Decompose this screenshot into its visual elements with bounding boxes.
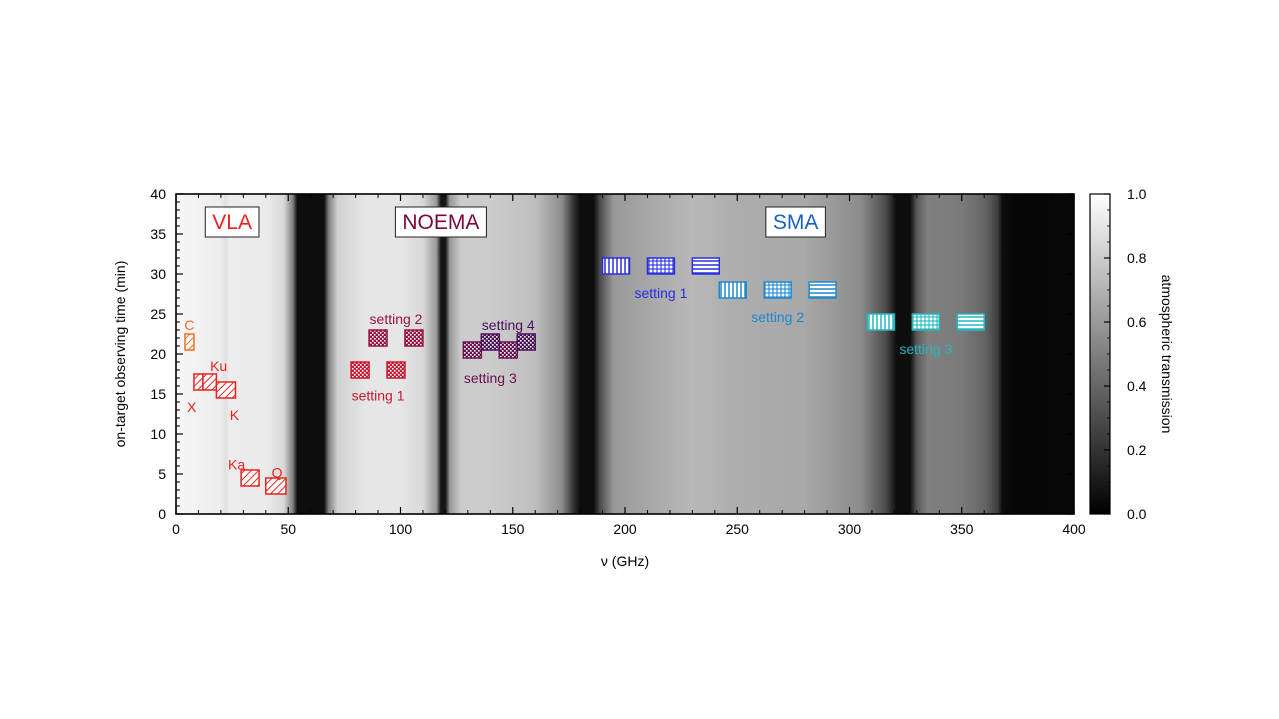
band-annotation: setting 1	[352, 388, 405, 404]
band-annotation: K	[230, 407, 240, 423]
band-marker-noema	[462, 341, 483, 359]
band-marker-sma	[808, 281, 837, 299]
band-marker-vla	[184, 333, 195, 351]
band-annotation: Ka	[228, 456, 245, 472]
facility-label-box	[394, 206, 487, 238]
band-marker-sma	[691, 257, 721, 275]
band-annotation: Q	[272, 464, 283, 480]
axes-frame: 0 50 100 150 200 250 300 350 400 0 5 10 15 20 25 30 35 40	[150, 186, 1085, 537]
y-tick-label: 5	[158, 466, 166, 482]
band-marker-sma	[956, 313, 985, 331]
band-marker-vla	[202, 373, 218, 391]
band-marker-noema	[386, 361, 406, 379]
transmission-band-image	[176, 194, 1074, 514]
band-marker-noema	[368, 329, 388, 347]
facility-label-noema: NOEMA	[394, 206, 487, 238]
x-axis-title: ν (GHz)	[601, 553, 649, 569]
band-marker-noema	[480, 333, 501, 351]
colorbar-tick-label: 0.6	[1127, 314, 1147, 330]
x-tick-label: 200	[613, 521, 637, 537]
x-tick-label: 0	[172, 521, 180, 537]
band-annotation: Ku	[210, 358, 227, 374]
colorbar-tick-label: 0.0	[1127, 506, 1147, 522]
band-annotation: X	[187, 399, 197, 415]
x-tick-label: 300	[838, 521, 862, 537]
facility-label-text: VLA	[212, 211, 252, 234]
band-marker-sma	[601, 257, 631, 275]
x-tick-label: 400	[1062, 521, 1086, 537]
facility-label-sma: SMA	[765, 206, 826, 238]
band-marker-noema	[516, 333, 536, 351]
band-annotation: setting 4	[482, 317, 535, 333]
band-marker-noema	[498, 341, 518, 359]
facility-label-box	[204, 206, 260, 238]
band-marker-vla	[265, 477, 287, 495]
y-tick-label: 20	[150, 346, 166, 362]
y-tick-label: 40	[150, 186, 166, 202]
band-annotation: setting 3	[899, 341, 952, 357]
band-marker-vla	[240, 469, 260, 487]
x-tick-label: 150	[501, 521, 525, 537]
band-marker-vla	[193, 373, 204, 391]
band-marker-sma	[911, 313, 941, 331]
colorbar-tick-label: 1.0	[1127, 186, 1147, 202]
y-tick-label: 30	[150, 266, 166, 282]
colorbar-title: atmospheric transmission	[1159, 275, 1175, 434]
transmission-heatmap	[176, 194, 1074, 514]
y-tick-label: 35	[150, 226, 166, 242]
x-tick-label: 250	[726, 521, 750, 537]
band-marker-noema	[350, 361, 370, 379]
facility-label-text: NOEMA	[402, 211, 479, 234]
facility-label-box	[765, 206, 826, 238]
facility-label-text: SMA	[773, 211, 819, 234]
band-marker-sma	[646, 257, 676, 275]
band-marker-noema	[404, 329, 424, 347]
band-marker-sma	[718, 281, 747, 299]
band-annotation: setting 3	[464, 370, 517, 386]
band-annotation: C	[184, 317, 194, 333]
colorbar-tick-label: 0.8	[1127, 250, 1147, 266]
colorbar: 0.0 0.2 0.4 0.6 0.8 1.0	[1089, 186, 1147, 522]
y-tick-label: 15	[150, 386, 166, 402]
band-annotation: setting 1	[634, 285, 687, 301]
facility-label-vla: VLA	[204, 206, 260, 238]
x-tick-label: 350	[950, 521, 974, 537]
x-tick-label: 50	[280, 521, 296, 537]
y-tick-label: 0	[158, 506, 166, 522]
y-tick-label: 25	[150, 306, 166, 322]
band-annotation: setting 2	[370, 311, 423, 327]
band-marker-sma	[866, 313, 896, 331]
band-annotation: setting 2	[751, 309, 804, 325]
band-marker-vla	[215, 381, 237, 399]
colorbar-tick-label: 0.2	[1127, 442, 1147, 458]
band-marker-sma	[763, 281, 792, 299]
x-tick-label: 100	[389, 521, 413, 537]
y-tick-label: 10	[150, 426, 166, 442]
y-axis-title: on-target observing time (min)	[112, 261, 128, 448]
colorbar-tick-label: 0.4	[1127, 378, 1147, 394]
